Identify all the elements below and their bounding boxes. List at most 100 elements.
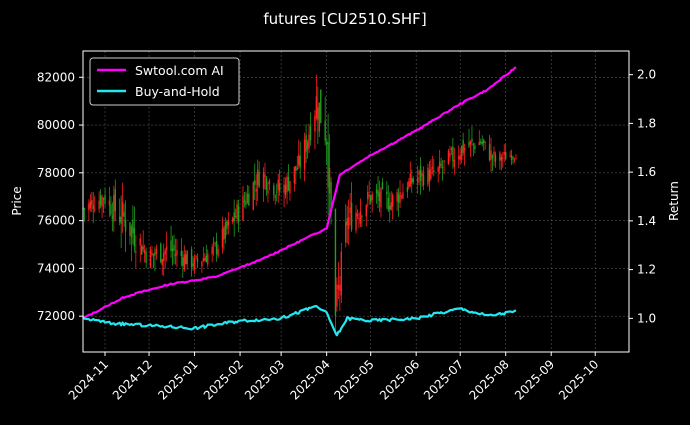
candle-body xyxy=(422,174,425,186)
candle-body xyxy=(129,222,131,236)
candle-body xyxy=(236,203,238,220)
candle-body xyxy=(226,221,228,229)
candle-body xyxy=(92,205,94,210)
candle-body xyxy=(286,176,288,193)
candle-body xyxy=(289,181,291,194)
candle-body xyxy=(428,170,431,182)
candle-body xyxy=(89,201,92,209)
candle-body xyxy=(164,250,166,254)
candle-body xyxy=(245,201,247,205)
candle-body xyxy=(408,181,410,188)
candle-body xyxy=(463,147,466,151)
candle-body xyxy=(345,221,347,243)
candle-body xyxy=(151,252,153,255)
candle-body xyxy=(441,166,444,168)
chart-title: futures [CU2510.SHF] xyxy=(263,10,426,28)
candle-body xyxy=(308,134,310,149)
candle-body xyxy=(513,158,516,160)
candle-body xyxy=(399,191,401,203)
candle-body xyxy=(402,192,404,199)
candle-body xyxy=(303,139,306,169)
candle-body xyxy=(114,189,116,212)
x-tick-label: 2025-07 xyxy=(421,357,466,402)
candle-body xyxy=(481,141,483,145)
candle-body xyxy=(387,197,389,210)
candle-body xyxy=(419,166,422,182)
legend: Swtool.com AI Buy-and-Hold xyxy=(89,57,240,106)
candle-body xyxy=(124,219,127,232)
candle-body xyxy=(88,203,90,210)
candle-body xyxy=(471,138,473,142)
candle-body xyxy=(186,250,188,265)
candle-body xyxy=(449,153,451,157)
candle-body xyxy=(462,139,464,154)
candle-body xyxy=(494,154,497,162)
candle-body xyxy=(193,258,196,270)
candle-body xyxy=(120,216,122,224)
candle-body xyxy=(298,154,300,166)
candle-body xyxy=(143,249,146,254)
candle-body xyxy=(262,172,265,189)
candle-body xyxy=(406,187,409,192)
candle-body xyxy=(207,253,209,265)
candle-body xyxy=(378,192,381,202)
y2-tick-label: 1.6 xyxy=(637,165,656,179)
candle-body xyxy=(411,177,413,184)
candle-body xyxy=(296,168,298,170)
candle-body xyxy=(215,240,218,255)
y2-tick-label: 2.0 xyxy=(637,68,656,82)
candle-body xyxy=(173,244,175,251)
candle-body xyxy=(474,145,476,149)
candle-body xyxy=(185,254,187,265)
candle-body xyxy=(472,143,475,145)
y2-tick-label: 1.4 xyxy=(637,214,656,228)
candle-body xyxy=(339,284,341,291)
candle-body xyxy=(380,188,382,208)
candle-body xyxy=(480,141,482,144)
candle-body xyxy=(277,179,279,191)
candle-body xyxy=(317,107,319,120)
candle-body xyxy=(390,202,392,210)
candle-body xyxy=(83,208,86,210)
candle-body xyxy=(237,206,240,223)
candle-body xyxy=(224,222,227,239)
candle-body xyxy=(163,252,165,261)
candle-body xyxy=(356,213,359,217)
candle-body xyxy=(500,156,503,161)
candle-body xyxy=(509,155,511,157)
candle-body xyxy=(205,255,207,263)
candle-body xyxy=(328,167,331,194)
x-tick-label: 2024-11 xyxy=(66,357,111,402)
candle-body xyxy=(502,157,504,159)
candle-body xyxy=(223,227,225,240)
candle-body xyxy=(431,166,434,169)
candle-body xyxy=(165,246,168,251)
candle-body xyxy=(171,248,174,252)
y-tick-label: 78000 xyxy=(37,166,75,180)
x-tick-label: 2025-06 xyxy=(377,357,422,402)
candle-body xyxy=(499,152,501,161)
candle-body xyxy=(459,155,461,160)
candle-body xyxy=(182,257,184,266)
candle-body xyxy=(99,195,102,206)
candle-body xyxy=(482,139,485,144)
candle-body xyxy=(202,258,205,261)
candle-body xyxy=(276,191,278,193)
candle-body xyxy=(460,145,463,160)
candle-body xyxy=(355,212,357,231)
candle-body xyxy=(102,198,105,200)
candle-body xyxy=(133,227,136,247)
candle-body xyxy=(118,216,121,223)
y-tick-label: 74000 xyxy=(37,261,75,275)
candle-body xyxy=(132,219,134,234)
legend-strategy-label: Swtool.com AI xyxy=(135,63,224,78)
y-tick-label: 80000 xyxy=(37,118,75,132)
candle-body xyxy=(135,251,137,253)
candle-body xyxy=(493,151,495,155)
candle-body xyxy=(295,166,297,172)
candle-body xyxy=(491,155,494,159)
candle-body xyxy=(94,209,96,211)
candle-body xyxy=(400,196,403,198)
candle-body xyxy=(101,196,103,207)
candle-body xyxy=(437,167,439,172)
